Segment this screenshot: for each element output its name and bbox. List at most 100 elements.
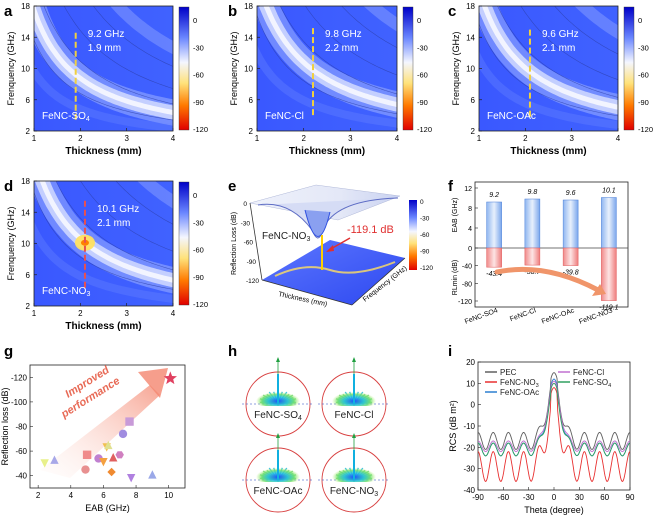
label-backdrop	[260, 406, 296, 422]
x-axis-label: Thickness (mm)	[289, 146, 365, 157]
band-third-harmonic	[363, 6, 397, 32]
y-tick-label: -100	[11, 398, 28, 407]
colorbar-tick-label: -30	[417, 43, 428, 52]
y-tick-label: 10	[466, 379, 475, 388]
x-tick-label: 90	[626, 493, 635, 502]
panel-letter-g: g	[4, 343, 13, 360]
panel-letter-i: i	[448, 343, 452, 360]
z-axis-label: Reflection Loss (dB)	[231, 212, 238, 275]
eab-bar	[524, 198, 541, 249]
y-tick-label: 2	[471, 127, 476, 136]
y-tick-label: 2	[26, 302, 31, 311]
scatter-point	[115, 451, 124, 459]
x-tick-label: 2	[78, 309, 83, 318]
x-tick-label: 4	[69, 491, 74, 500]
contour-line	[80, 181, 173, 252]
eab-bar	[562, 199, 579, 249]
contour-line	[305, 6, 397, 76]
sample-label: FeNC-Cl	[335, 410, 374, 421]
category-label: FeNC-SO4	[464, 307, 499, 325]
legend-label: FeNC-OAc	[500, 388, 539, 397]
y-tick-label: 10	[21, 240, 30, 249]
band-third-harmonic	[137, 181, 173, 209]
peak-thickness: 2.1 mm	[542, 43, 575, 54]
label-backdrop	[336, 482, 372, 498]
sample-label: FeNC-NO3	[42, 286, 90, 298]
scatter-point	[109, 453, 118, 462]
band-core	[263, 6, 397, 108]
colorbar	[623, 6, 635, 131]
y-tick-label: 18	[466, 2, 475, 11]
colorbar-tick-label: -60	[417, 71, 428, 80]
min-rl-callout: -119.1 dB	[347, 224, 394, 236]
colorbar-tick-label: -30	[193, 218, 204, 227]
x-tick-label: 6	[101, 491, 106, 500]
rcs-line-FeNC-NO3	[477, 387, 631, 482]
radiation-pattern: FeNC-SO4	[242, 357, 314, 437]
sample-label: FeNC-NO3	[330, 486, 378, 498]
callout-arrowhead	[326, 245, 334, 252]
y-tick-label: 10	[466, 65, 475, 74]
colorbar-tick-label: -60	[193, 71, 204, 80]
eab-value-label: 9.2	[489, 192, 499, 199]
sample-label: FeNC-Cl	[265, 111, 304, 122]
y-tick-label: -40	[463, 486, 475, 495]
eab-value-label: 9.8	[528, 189, 538, 196]
y-axis-label: Frenquency (GHz)	[451, 31, 461, 105]
x-tick-label: 3	[124, 309, 129, 318]
panel-letter-d: d	[4, 178, 13, 195]
eab-value-label: 10.1	[602, 188, 616, 195]
band-third-harmonic	[574, 6, 618, 40]
legend-label: FeNC-NO3	[500, 378, 539, 389]
x-tick-label: 2	[36, 491, 41, 500]
x-tick-label: 4	[616, 134, 621, 143]
y-tick-label: -20	[463, 443, 475, 452]
colorbar-tick-label: -90	[193, 98, 204, 107]
colorbar	[178, 181, 190, 306]
band-core	[34, 6, 173, 116]
panel-i-rcs: -90 -60 -30 0 30 60 90 -40 -30 -20 -10 0 10 20 Theta (…	[448, 358, 635, 515]
y-tick-label: 6	[26, 96, 31, 105]
colorbar-tick-label: -90	[638, 98, 649, 107]
panel-letters: a b c d e f g h i	[4, 3, 456, 360]
peak-frequency: 9.2 GHz	[88, 29, 125, 40]
trend-arrow	[494, 266, 601, 293]
scatter-point	[82, 450, 92, 459]
y-tick-label: 14	[466, 33, 475, 42]
y-tick-label: -120	[458, 299, 472, 306]
colorbar-tick-label: -30	[420, 216, 430, 223]
contour-line	[341, 6, 397, 49]
category-label: FeNC-NO3	[578, 307, 613, 326]
band-low	[34, 220, 173, 303]
rcs-line-FeNC-SO4	[477, 382, 631, 457]
y-tick-label: 14	[21, 33, 30, 42]
radiation-pattern: FeNC-NO3	[318, 433, 390, 513]
y-axis-label: RCS (dB m²)	[448, 400, 458, 452]
x-tick-label: 1	[255, 134, 260, 143]
colorbar	[402, 6, 414, 131]
y-tick-label: 0	[471, 401, 476, 410]
x-tick-label: 3	[569, 134, 574, 143]
heatmap-contours	[479, 6, 618, 130]
peak-thickness: 2.2 mm	[325, 43, 358, 54]
rl-bar	[524, 247, 541, 266]
x-tick-label: 4	[171, 134, 176, 143]
scatter-point	[40, 459, 49, 468]
y-tick-label: 4	[468, 226, 472, 233]
colorbar	[178, 6, 190, 131]
colorbar-tick-label: -120	[420, 265, 433, 272]
y-tick-label: -80	[15, 423, 27, 432]
scatter-point	[104, 440, 113, 450]
z-tick-label: -30	[241, 220, 251, 227]
y-tick-label: 2	[249, 127, 254, 136]
scatter-point-star	[163, 371, 177, 385]
label-backdrop	[336, 406, 372, 422]
peak-frequency: 9.8 GHz	[325, 29, 362, 40]
rl-value-label: -38.7	[524, 269, 541, 276]
y-tick-label: 6	[26, 271, 31, 280]
y-axis-label: Frenquency (GHz)	[6, 206, 16, 280]
legend-label: FeNC-Cl	[573, 368, 604, 377]
radiation-pattern: FeNC-OAc	[242, 433, 314, 513]
